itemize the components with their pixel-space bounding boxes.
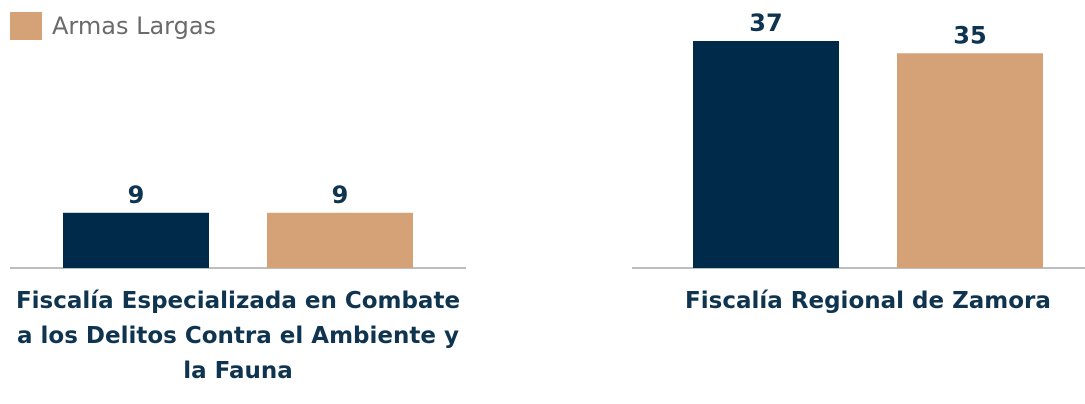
value-label: 9 — [128, 181, 145, 209]
legend-swatch — [10, 12, 42, 40]
value-label: 35 — [953, 21, 986, 49]
bar — [63, 212, 209, 268]
value-label: 9 — [332, 181, 349, 209]
legend-label: Armas Largas — [52, 12, 216, 40]
bar — [693, 41, 839, 268]
value-label: 37 — [749, 9, 782, 37]
bar — [897, 53, 1043, 269]
category-label: Fiscalía Regional de Zamora — [685, 288, 1051, 314]
bar — [267, 212, 413, 268]
category-label: Fiscalía Especializada en Combate a los … — [15, 288, 461, 384]
